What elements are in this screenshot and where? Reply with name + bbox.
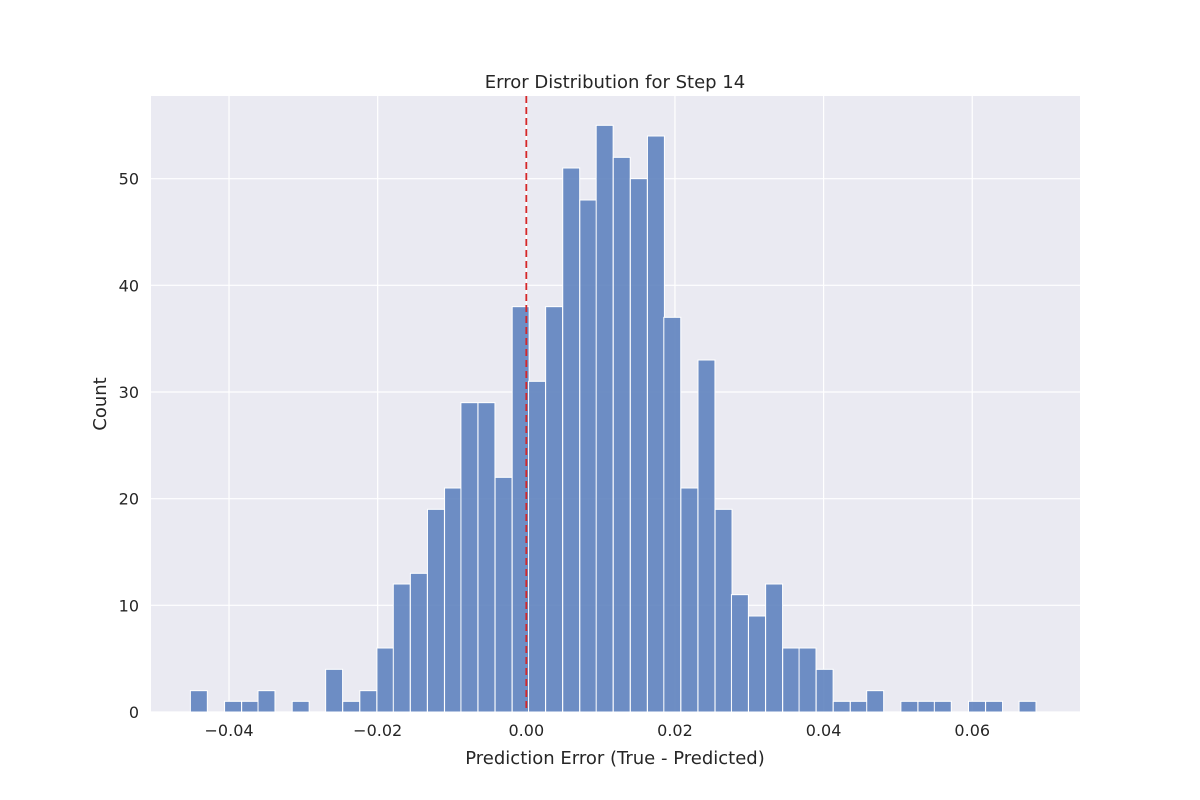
histogram-bar [579,199,598,713]
x-tick-label: 0.02 [657,721,693,740]
histogram-bar [392,583,411,713]
histogram-bar [460,402,479,713]
histogram-bar [376,647,395,713]
histogram-bar [257,690,276,713]
histogram-bar [444,487,463,713]
histogram-bar [562,167,581,713]
x-axis-ticks: −0.04 −0.02 0.00 0.02 0.04 0.06 [205,721,991,740]
y-tick-label: 50 [119,170,139,189]
histogram-bar [900,700,919,713]
histogram-bar [545,306,564,713]
histogram-bar [342,700,361,713]
y-tick-label: 20 [119,490,139,509]
histogram-bar [866,690,885,713]
y-axis-label: Count [90,377,111,430]
y-tick-label: 40 [119,276,139,295]
histogram-bar [595,124,614,713]
histogram-bar [359,690,378,713]
x-tick-label: 0.00 [509,721,545,740]
histogram-bar [832,700,851,713]
histogram-bar [291,700,310,713]
histogram-bar [815,668,834,713]
histogram-bar [798,647,817,713]
histogram-bar [782,647,801,713]
histogram-bar [968,700,986,713]
histogram-bar [697,359,716,713]
histogram-bar [241,700,260,713]
y-tick-label: 0 [129,703,139,722]
histogram-bar [629,178,648,713]
histogram-bar [224,700,243,713]
histogram-bar [849,700,868,713]
histogram-bar [985,700,1004,713]
histogram-bar [680,487,699,713]
histogram-bar [730,594,749,713]
histogram-bar [477,402,496,713]
histogram-bar [494,476,513,713]
histogram-bar [748,615,766,713]
y-tick-label: 10 [119,596,139,615]
histogram-bar [765,583,784,713]
histogram-bar [663,316,682,713]
chart-title: Error Distribution for Step 14 [485,72,745,93]
y-axis-ticks: 0 10 20 30 40 50 [119,170,139,722]
histogram-bar [1018,700,1037,713]
x-tick-label: 0.06 [954,721,990,740]
histogram-bar [409,572,428,713]
histogram-bar [917,700,936,713]
histogram-bar [426,508,445,713]
histogram-bar [646,135,665,713]
x-axis-label: Prediction Error (True - Predicted) [465,748,764,769]
histogram-bar [528,380,546,713]
histogram-bar [325,668,344,713]
x-tick-label: 0.04 [806,721,842,740]
histogram-bar [714,508,733,713]
histogram-bars [189,124,1037,713]
histogram-bar [612,156,631,713]
y-tick-label: 30 [119,383,139,402]
histogram-bar [933,700,952,713]
x-tick-label: −0.02 [353,721,402,740]
x-tick-label: −0.04 [205,721,254,740]
histogram-bar [189,690,208,713]
